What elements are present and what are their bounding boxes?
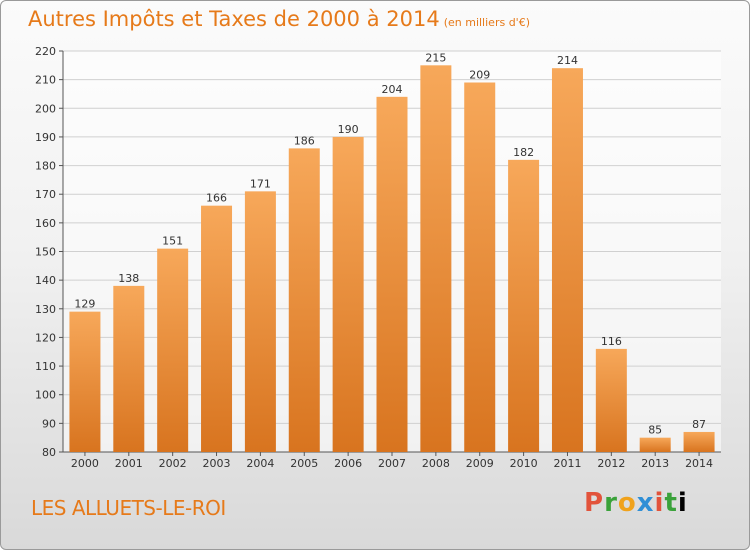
y-tick-label: 150 [35, 246, 56, 259]
y-tick-label: 110 [35, 360, 56, 373]
y-tick-label: 190 [35, 131, 56, 144]
bar-value-label: 166 [206, 192, 227, 205]
bar [420, 65, 452, 453]
y-tick-label: 120 [35, 331, 56, 344]
bar [157, 248, 189, 452]
bar-value-label: 138 [118, 272, 139, 285]
bar-value-label: 182 [513, 146, 534, 159]
x-tick-label: 2009 [466, 457, 494, 470]
logo-letter: r [604, 488, 618, 518]
x-tick-label: 2014 [685, 457, 713, 470]
y-tick-label: 200 [35, 102, 56, 115]
proxiti-logo: Proxiti [584, 488, 688, 518]
y-tick-label: 100 [35, 389, 56, 402]
bar [244, 191, 276, 452]
x-tick-label: 2003 [203, 457, 231, 470]
logo-letter: i [654, 488, 665, 518]
x-tick-label: 2013 [641, 457, 669, 470]
y-tick-label: 130 [35, 303, 56, 316]
y-tick-label: 140 [35, 274, 56, 287]
y-tick-label: 220 [35, 45, 56, 58]
bar [595, 348, 627, 452]
y-tick-label: 90 [42, 417, 56, 430]
x-tick-label: 2008 [422, 457, 450, 470]
bar [376, 96, 408, 452]
y-tick-label: 80 [42, 446, 56, 459]
bar [551, 68, 583, 452]
logo-letter: t [664, 488, 678, 518]
chart-title-text: Autres Impôts et Taxes de 2000 à 2014 [28, 7, 440, 31]
bar-value-label: 215 [425, 51, 446, 64]
bar-value-label: 186 [294, 134, 315, 147]
bar-value-label: 209 [469, 69, 490, 82]
y-tick-label: 170 [35, 188, 56, 201]
x-tick-label: 2006 [334, 457, 362, 470]
commune-name: LES ALLUETS-LE-ROI [31, 496, 226, 520]
y-tick-label: 180 [35, 160, 56, 173]
y-tick-label: 160 [35, 217, 56, 230]
x-tick-label: 2002 [159, 457, 187, 470]
chart-title: Autres Impôts et Taxes de 2000 à 2014 (en… [28, 7, 530, 31]
bar-value-label: 214 [557, 54, 578, 67]
bar-value-label: 129 [74, 298, 95, 311]
logo-letter: i [677, 488, 688, 518]
x-tick-label: 2007 [378, 457, 406, 470]
bar [332, 136, 364, 452]
bar-value-label: 85 [648, 424, 662, 437]
x-tick-label: 2000 [71, 457, 99, 470]
bar-value-label: 190 [338, 123, 359, 136]
bar [201, 205, 233, 452]
x-tick-label: 2005 [290, 457, 318, 470]
x-tick-label: 2011 [553, 457, 581, 470]
logo-letter: P [584, 488, 605, 518]
bar-value-label: 204 [382, 83, 403, 96]
y-tick-label: 210 [35, 74, 56, 87]
bar-value-label: 116 [601, 335, 622, 348]
bar-value-label: 87 [692, 418, 706, 431]
bar-value-label: 171 [250, 177, 271, 190]
bar [683, 431, 715, 452]
bar [288, 148, 320, 452]
bar [464, 82, 496, 452]
x-tick-label: 2001 [115, 457, 143, 470]
logo-letter: o [617, 488, 637, 518]
bar [69, 311, 101, 452]
chart-subtitle: (en milliers d'€) [443, 16, 530, 29]
x-tick-label: 2012 [597, 457, 625, 470]
x-tick-label: 2004 [246, 457, 274, 470]
x-tick-label: 2010 [510, 457, 538, 470]
bar [508, 159, 540, 453]
bar [639, 437, 671, 452]
bar [113, 285, 145, 452]
logo-letter: x [636, 488, 655, 518]
bar-value-label: 151 [162, 235, 183, 248]
